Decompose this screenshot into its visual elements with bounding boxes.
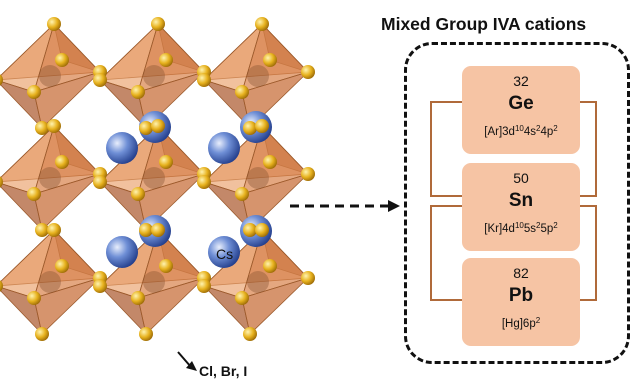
config-superscript: 10 [514, 221, 524, 230]
halide-atom [27, 291, 41, 305]
config-superscript: 2 [535, 316, 541, 325]
halide-atom [35, 327, 49, 341]
halide-atom [131, 291, 145, 305]
cs-atom [208, 132, 240, 164]
halide-atom [255, 17, 269, 31]
halide-atom [243, 121, 257, 135]
halide-atom [93, 73, 107, 87]
cs-atom-label: Cs [216, 246, 234, 262]
halide-atom [0, 74, 3, 86]
halide-atom [255, 119, 269, 133]
octahedron [0, 22, 101, 130]
config-part: 4s [523, 126, 537, 138]
element-symbol: Pb [508, 285, 534, 306]
halide-atom [47, 119, 61, 133]
element-symbol: Sn [508, 190, 534, 211]
cation-panel-border [404, 42, 630, 364]
halide-atom [47, 223, 61, 237]
atomic-number: 82 [513, 265, 529, 281]
atomic-number: 50 [513, 170, 529, 186]
config-superscript: 10 [514, 124, 524, 133]
halide-atom [93, 279, 107, 293]
element-card-pb: 82 Pb [Hg]6p2 [462, 258, 580, 346]
halide-atom [255, 223, 269, 237]
cs-atom [106, 236, 138, 268]
electron-configuration: [Kr]4d105s25p2 [462, 221, 580, 235]
config-part: [Hg]6p [501, 318, 536, 330]
config-superscript: 2 [536, 221, 541, 230]
halide-atom [197, 279, 211, 293]
config-superscript: 2 [536, 124, 541, 133]
octahedron [98, 22, 205, 130]
halide-atom [263, 53, 277, 67]
halide-atom [35, 121, 49, 135]
atomic-number: 32 [513, 73, 529, 89]
config-part: 4p [540, 126, 554, 138]
halide-atom [197, 73, 211, 87]
halide-atom [197, 175, 211, 189]
halide-atom [131, 187, 145, 201]
halide-atom [139, 327, 153, 341]
octahedron [0, 228, 101, 336]
halide-atom [55, 259, 69, 273]
electron-configuration: [Hg]6p2 [462, 316, 580, 330]
halide-atom [0, 176, 3, 188]
halide-atom [159, 53, 173, 67]
config-part: [Ar]3d [484, 126, 515, 138]
halide-atom [93, 175, 107, 189]
halide-atom [301, 167, 315, 181]
octahedron [202, 228, 309, 336]
halide-atom [0, 280, 3, 292]
panel-title: Mixed Group IVA cations [381, 14, 587, 34]
halide-atom [151, 223, 165, 237]
config-superscript: 2 [553, 221, 558, 230]
octahedron [0, 124, 101, 232]
halide-atom [139, 223, 153, 237]
halide-atom [235, 291, 249, 305]
halide-label: Cl, Br, I [199, 363, 248, 379]
halide-atom [27, 187, 41, 201]
halide-atom [159, 155, 173, 169]
cs-atom [106, 132, 138, 164]
halide-atom [151, 119, 165, 133]
halide-atom [235, 85, 249, 99]
config-superscript: 2 [553, 124, 558, 133]
halide-atom [243, 223, 257, 237]
halide-atom [263, 155, 277, 169]
halide-atom [301, 271, 315, 285]
halide-atom [55, 53, 69, 67]
perovskite-lattice [0, 17, 315, 341]
halide-atom [47, 17, 61, 31]
halide-atom [159, 259, 173, 273]
halide-atom [27, 85, 41, 99]
halide-atom [151, 17, 165, 31]
element-card-ge: 32 Ge [Ar]3d104s24p2 [462, 66, 580, 154]
halide-atom [301, 65, 315, 79]
element-symbol: Ge [508, 93, 534, 114]
halide-atom [131, 85, 145, 99]
electron-configuration: [Ar]3d104s24p2 [462, 124, 580, 138]
config-part: 5s [523, 223, 537, 235]
halide-atom [139, 121, 153, 135]
halide-atom [55, 155, 69, 169]
halide-atom [263, 259, 277, 273]
halide-atom [235, 187, 249, 201]
element-card-sn: 50 Sn [Kr]4d105s25p2 [462, 163, 580, 251]
halide-atom [243, 327, 257, 341]
config-part: 5p [540, 223, 554, 235]
halide-atom [35, 223, 49, 237]
config-part: [Kr]4d [484, 223, 515, 235]
cs-atom [208, 236, 240, 268]
